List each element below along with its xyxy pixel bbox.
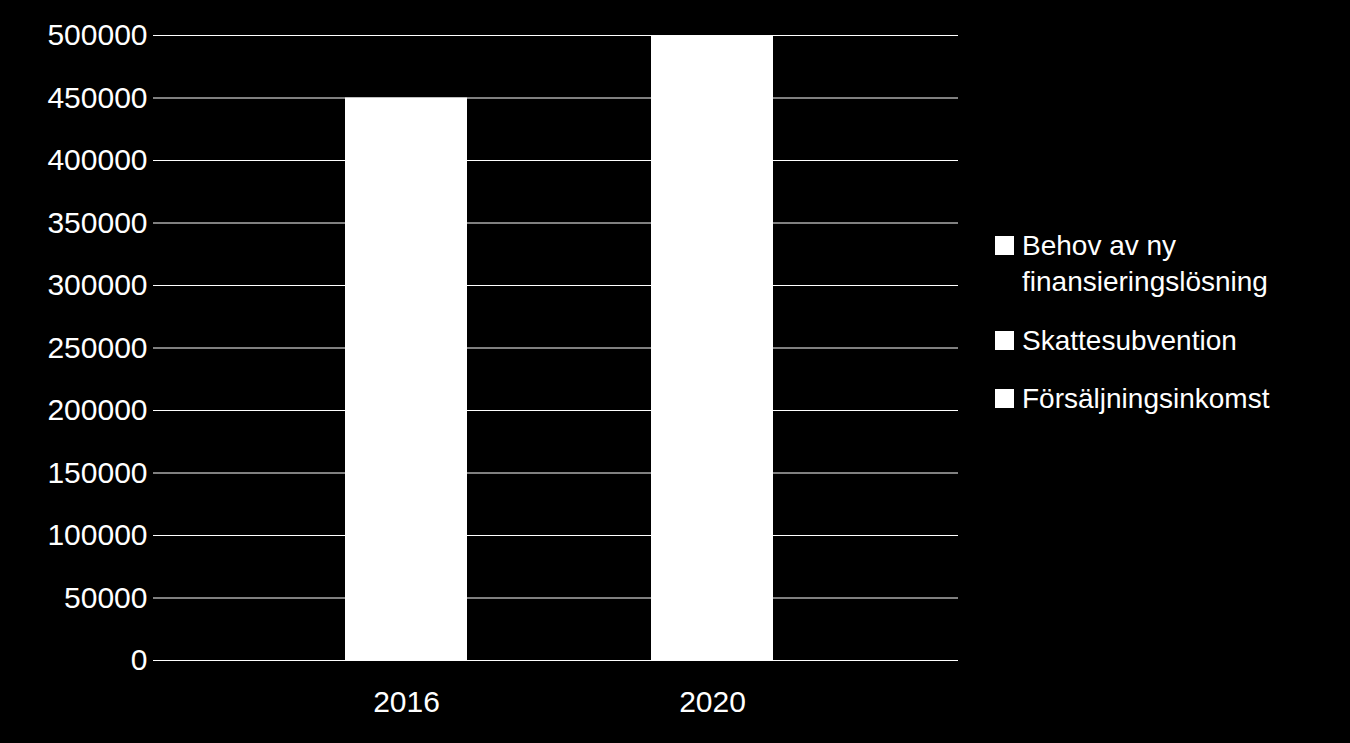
html-text:Skattesubvention: Skattesubvention xyxy=(1022,324,1237,356)
svg-text:150000: 150000 xyxy=(47,456,147,489)
svg-text:450000: 450000 xyxy=(47,81,147,114)
svg-text:2016: 2016 xyxy=(373,685,440,718)
html-text:Behov av ny finansieringslösni: Behov av ny finansieringslösning xyxy=(1022,230,1268,298)
svg-text:50000: 50000 xyxy=(64,581,147,614)
svg-text:100000: 100000 xyxy=(47,518,147,551)
svg-text:500000: 500000 xyxy=(47,18,147,51)
svg-text:400000: 400000 xyxy=(47,143,147,176)
svg-text:250000: 250000 xyxy=(47,331,147,364)
svg-text:0: 0 xyxy=(131,643,148,676)
svg-text:350000: 350000 xyxy=(47,206,147,239)
svg-text:2020: 2020 xyxy=(679,685,746,718)
html-text:Försäljningsinkomst: Försäljningsinkomst xyxy=(1022,383,1270,415)
svg-text:300000: 300000 xyxy=(47,268,147,301)
svg-text:200000: 200000 xyxy=(47,393,147,426)
